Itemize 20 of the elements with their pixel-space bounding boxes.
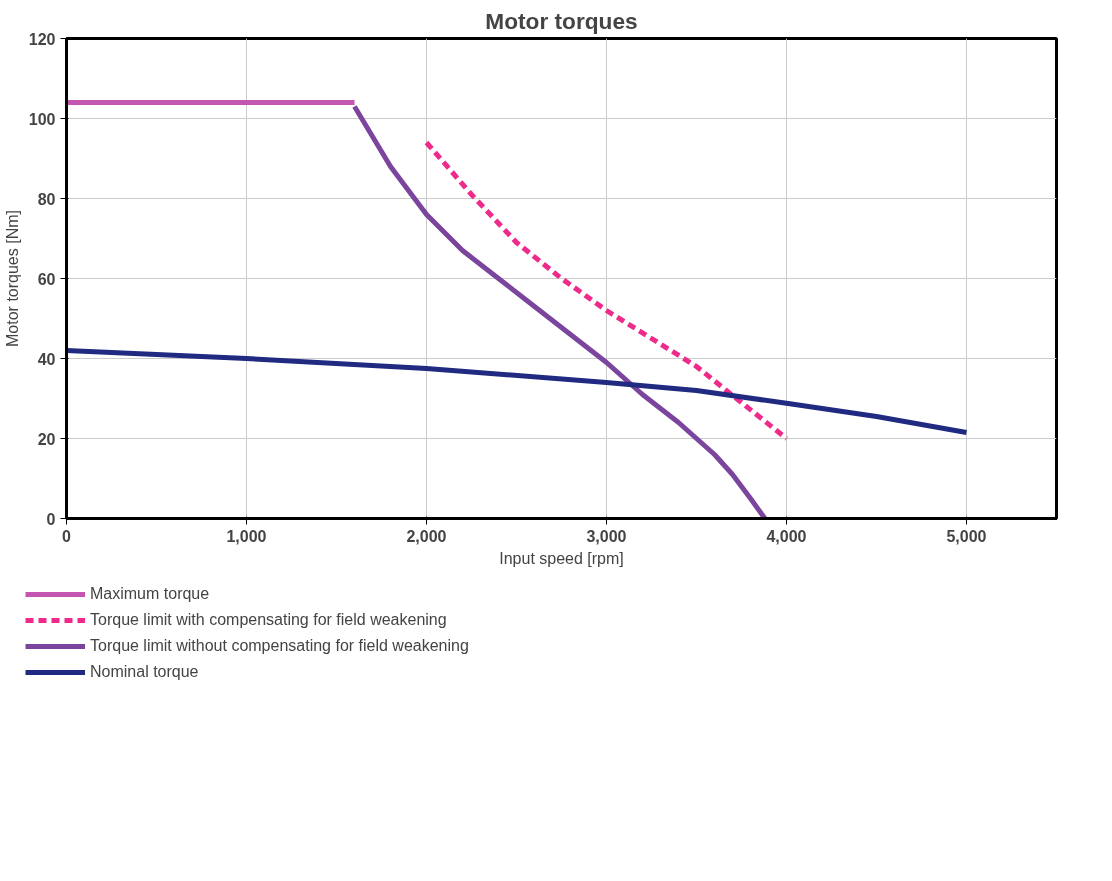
y-tick-label: 60 — [37, 270, 56, 288]
x-tick-label: 2,000 — [406, 527, 447, 545]
y-tick-label: 80 — [37, 190, 56, 208]
y-axis-title: Motor torques [Nm] — [3, 210, 21, 347]
legend-label: Maximum torque — [90, 585, 210, 603]
legend-label: Torque limit with compensating for field weakening — [90, 611, 447, 629]
x-tick-label: 0 — [62, 527, 72, 545]
y-tick-label: 0 — [46, 510, 56, 528]
legend-label: Nominal torque — [90, 663, 199, 681]
x-axis-title: Input speed [rpm] — [499, 549, 624, 567]
x-tick-label: 4,000 — [766, 527, 807, 545]
y-tick-label: 100 — [28, 110, 56, 128]
y-tick-label: 120 — [28, 30, 56, 48]
chart-title: Motor torques — [485, 7, 638, 34]
legend-label: Torque limit without compensating for field weakening — [90, 637, 469, 655]
x-tick-label: 3,000 — [586, 527, 627, 545]
x-tick-label: 1,000 — [226, 527, 267, 545]
y-tick-label: 20 — [37, 430, 56, 448]
x-tick-label: 5,000 — [946, 527, 987, 545]
y-tick-label: 40 — [37, 350, 56, 368]
